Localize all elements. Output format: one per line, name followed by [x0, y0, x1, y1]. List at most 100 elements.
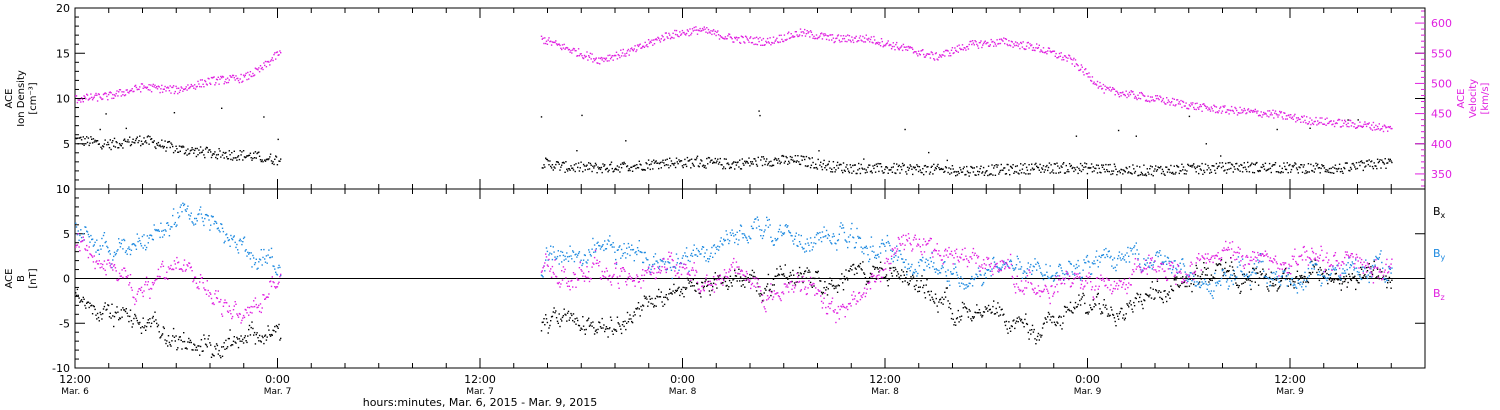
data-point	[872, 245, 874, 247]
data-point	[1123, 259, 1126, 261]
data-point	[615, 167, 617, 170]
data-point	[914, 288, 916, 291]
data-point	[866, 280, 868, 283]
data-point	[1014, 170, 1016, 173]
data-point	[1272, 109, 1274, 111]
data-point	[1019, 169, 1021, 172]
data-point	[169, 85, 171, 87]
data-point	[821, 38, 824, 40]
data-point	[148, 84, 150, 86]
data-point	[784, 264, 786, 266]
data-point	[805, 155, 808, 158]
data-point	[865, 169, 867, 171]
data-point	[768, 289, 770, 292]
data-point	[78, 137, 80, 139]
data-point	[723, 37, 725, 40]
data-point	[1075, 135, 1078, 137]
data-point	[1160, 165, 1162, 168]
data-point	[889, 43, 891, 46]
data-point	[951, 47, 954, 49]
data-point	[180, 145, 182, 148]
data-point	[1024, 48, 1026, 51]
data-point	[226, 82, 228, 84]
data-point	[226, 158, 229, 160]
data-point	[919, 259, 921, 261]
data-point	[1091, 171, 1094, 173]
data-point	[1101, 254, 1104, 256]
data-point	[775, 239, 777, 242]
data-point	[919, 169, 921, 171]
data-point	[1221, 268, 1224, 270]
data-point	[988, 309, 991, 311]
data-point	[1189, 105, 1191, 107]
data-point	[1116, 313, 1118, 315]
data-point	[944, 55, 946, 57]
data-point	[830, 171, 832, 173]
data-point	[750, 42, 753, 44]
data-point	[1023, 270, 1025, 272]
data-point	[141, 235, 144, 238]
data-point	[845, 240, 847, 242]
data-point	[1001, 308, 1003, 310]
data-point	[1290, 114, 1292, 116]
data-point	[231, 238, 234, 241]
data-point	[1108, 315, 1110, 317]
data-point	[191, 147, 193, 149]
data-point	[121, 316, 123, 318]
data-point	[971, 320, 973, 322]
data-point	[542, 37, 544, 39]
data-point	[591, 248, 593, 250]
data-point	[960, 48, 962, 51]
data-point	[1176, 284, 1179, 286]
data-point	[808, 157, 810, 159]
data-point	[1183, 265, 1186, 267]
data-point	[1144, 95, 1146, 97]
data-point	[1099, 308, 1101, 310]
data-point	[677, 287, 679, 290]
data-point	[642, 45, 644, 48]
data-point	[582, 57, 585, 60]
data-point	[1090, 309, 1093, 311]
data-point	[1144, 263, 1146, 265]
data-point	[864, 277, 867, 279]
data-point	[741, 158, 743, 160]
data-point	[964, 174, 966, 176]
data-point	[254, 67, 257, 69]
data-point	[194, 147, 197, 150]
data-point	[1088, 166, 1090, 169]
data-point	[1305, 122, 1307, 124]
data-point	[167, 335, 170, 337]
data-point	[1260, 166, 1262, 168]
data-point	[1000, 268, 1002, 270]
data-point	[743, 164, 745, 166]
data-point	[860, 246, 862, 248]
data-point	[110, 263, 112, 265]
data-point	[1089, 266, 1091, 268]
data-point	[576, 317, 578, 319]
data-point	[635, 50, 637, 53]
data-point	[174, 221, 176, 224]
data-point	[103, 305, 106, 308]
data-point	[750, 36, 752, 38]
data-point	[1319, 117, 1321, 119]
data-point	[583, 165, 586, 167]
data-point	[1069, 301, 1072, 304]
data-point	[1171, 288, 1173, 291]
data-point	[1343, 166, 1345, 169]
data-point	[828, 39, 830, 41]
data-point	[1261, 116, 1263, 118]
data-point	[91, 313, 94, 315]
data-point	[1058, 52, 1061, 55]
data-point	[727, 288, 729, 290]
data-point	[1321, 164, 1323, 166]
data-point	[1041, 273, 1043, 275]
data-point	[549, 252, 551, 254]
data-point	[704, 280, 706, 283]
data-point	[1107, 250, 1110, 253]
data-point	[1047, 50, 1049, 52]
data-point	[720, 282, 722, 285]
data-point	[1023, 48, 1025, 50]
data-point	[1215, 106, 1218, 108]
data-point	[824, 167, 826, 169]
data-point	[573, 321, 576, 323]
